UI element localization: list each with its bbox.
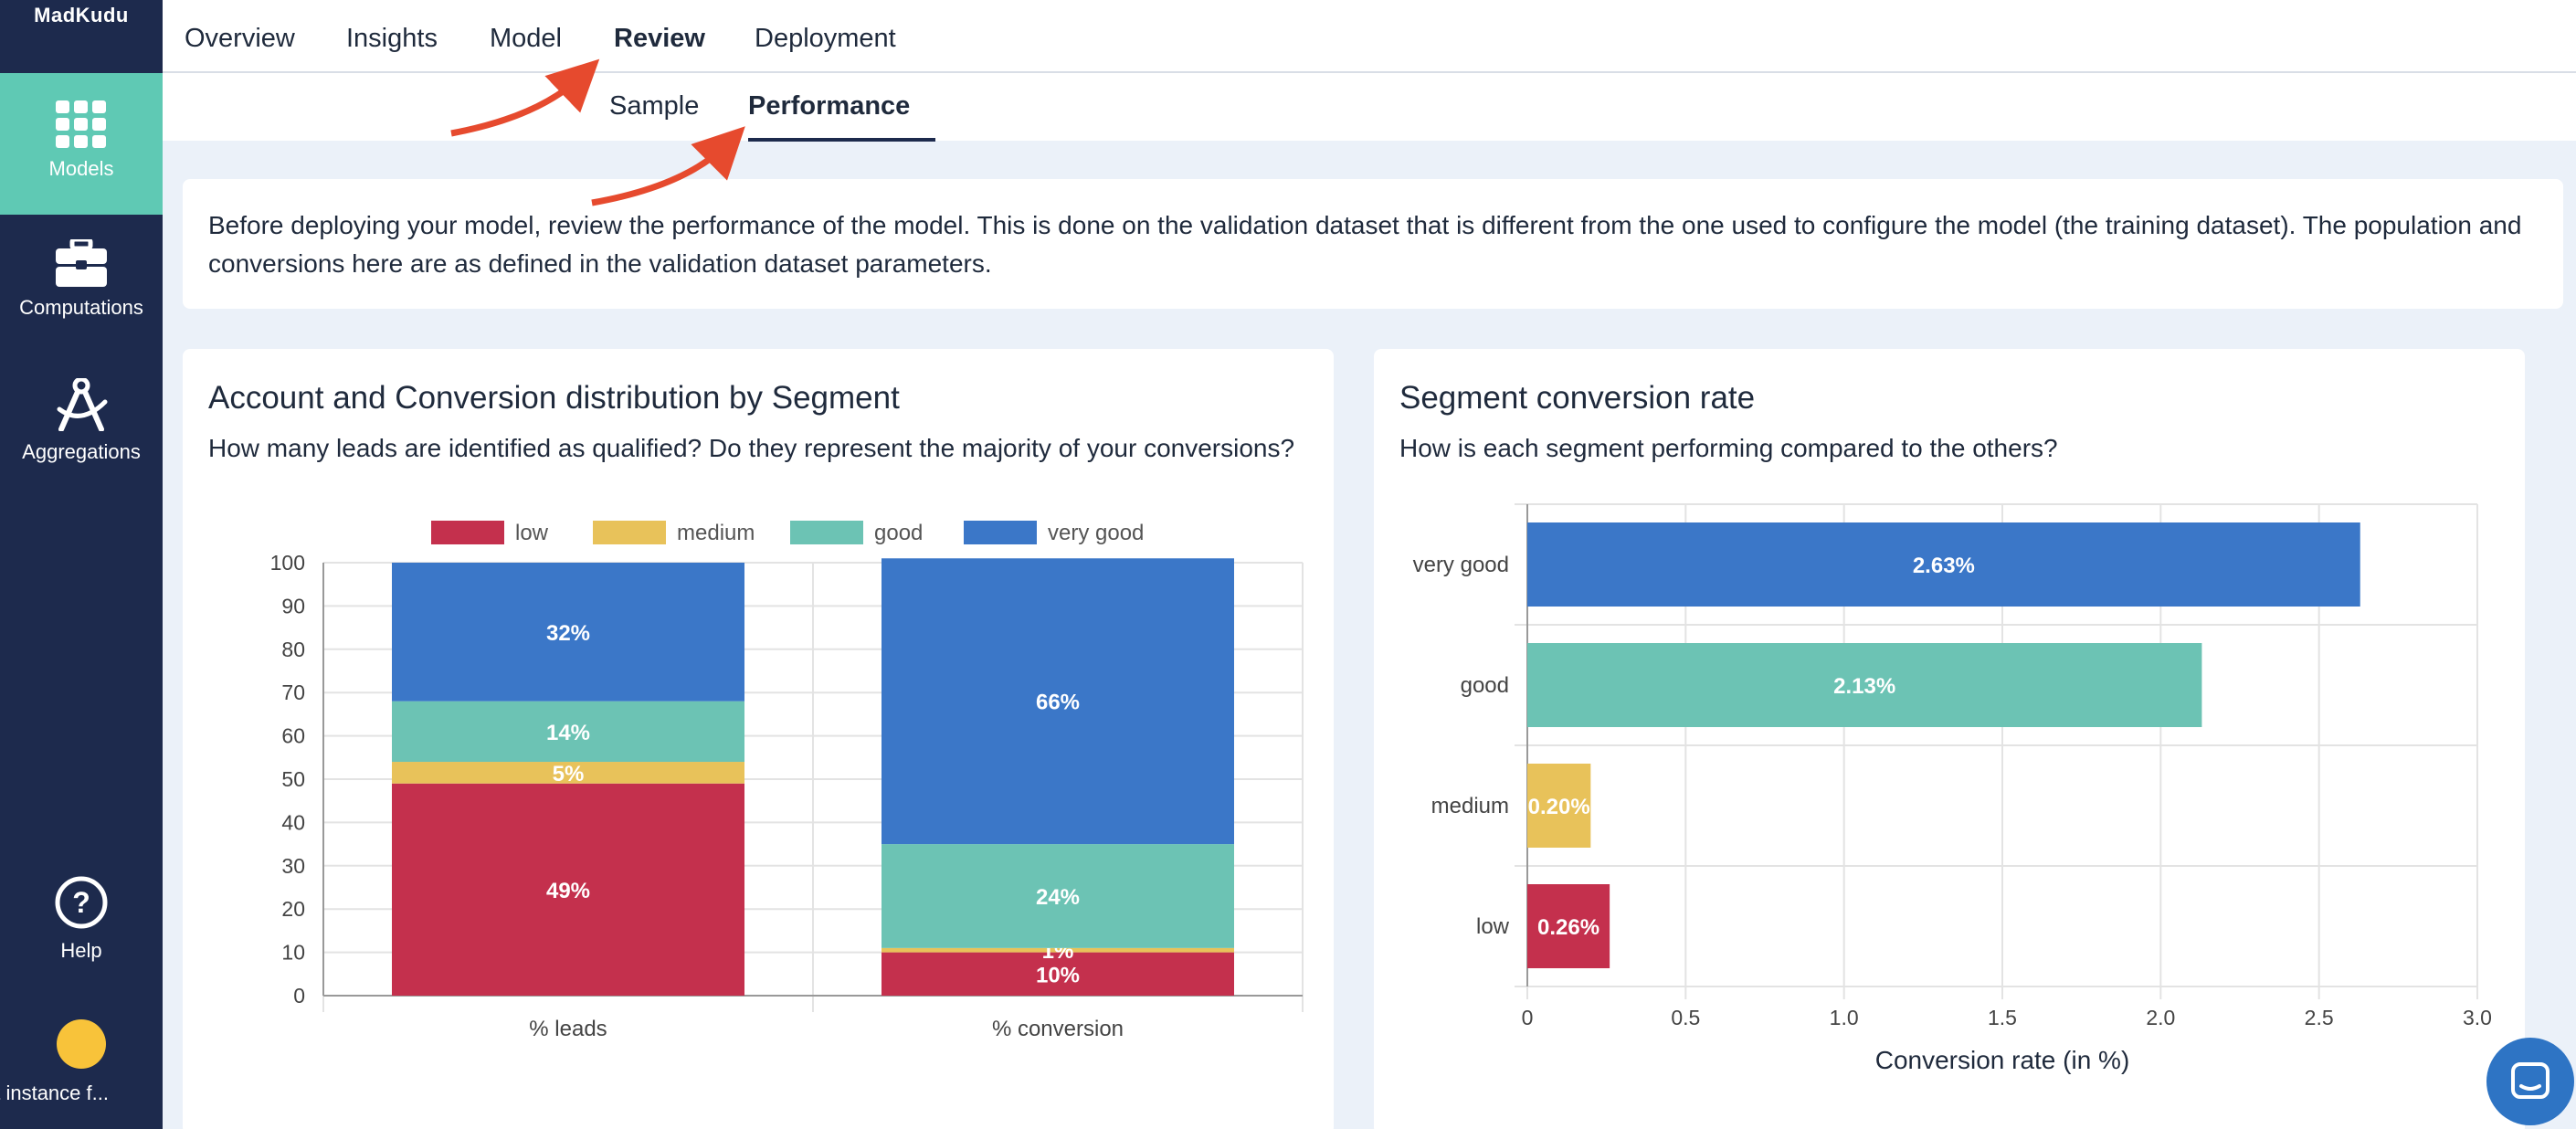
legend-item-low[interactable]: low: [431, 521, 549, 545]
chat-icon: [2511, 1062, 2550, 1099]
x-tick-label: % conversion: [992, 1017, 1124, 1041]
legend-item-very-good[interactable]: very good: [964, 521, 1144, 545]
toolbox-icon: [56, 239, 107, 287]
x-tick-label: 3.0: [2463, 1006, 2492, 1029]
card-subtitle: How many leads are identified as qualifi…: [208, 434, 1295, 462]
y-tick-label: 60: [281, 724, 305, 748]
conversion-rate-card: Segment conversion rate How is each segm…: [1374, 349, 2525, 1129]
bar-low[interactable]: [1527, 884, 1610, 968]
brand-logo: MadKudu: [34, 4, 129, 26]
data-label: 10%: [1036, 963, 1080, 987]
sidebar-item-computations[interactable]: Computations: [0, 239, 163, 331]
sidebar-item-aggregations[interactable]: Aggregations: [0, 378, 163, 470]
tab-deployment[interactable]: Deployment: [755, 24, 896, 53]
y-tick-label: good: [1461, 673, 1509, 698]
legend-swatch: [593, 521, 666, 544]
y-tick-label: very good: [1413, 553, 1509, 577]
card-title: Segment conversion rate: [1399, 380, 1756, 416]
data-label: 2.63%: [1913, 554, 1975, 578]
bar-segment-good[interactable]: [392, 701, 744, 763]
grid-icon: [56, 100, 106, 148]
bar-very-good[interactable]: [1527, 522, 2360, 607]
subtab-performance[interactable]: Performance: [748, 91, 936, 142]
x-tick-label: 0.5: [1671, 1006, 1700, 1029]
y-tick-label: 100: [270, 551, 305, 575]
legend-item-good[interactable]: good: [790, 521, 923, 545]
subtab-sample[interactable]: Sample: [609, 91, 700, 121]
y-tick-label: 0: [293, 984, 305, 1008]
sidebar: MadKudu Models Computations Aggregations: [0, 0, 163, 1129]
help-icon: ?: [55, 876, 108, 929]
sidebar-item-label: Models: [48, 157, 114, 180]
instance-switcher[interactable]: Test instance f...: [0, 1019, 163, 1129]
tab-model[interactable]: Model: [490, 24, 562, 53]
tab-review[interactable]: Review: [614, 24, 705, 53]
stacked-bar-chart: low medium good very good 0 10 20 30 40 50 60 70 80 9…: [270, 521, 1304, 1041]
bar-segment-low[interactable]: [882, 952, 1234, 996]
y-tick-label: 90: [281, 594, 305, 617]
main-tabs: Overview Insights Model Review Deploymen…: [163, 0, 2576, 73]
sidebar-item-label: Help: [60, 939, 102, 962]
bar-medium[interactable]: [1527, 764, 1591, 848]
y-tick-label: medium: [1431, 794, 1509, 818]
distribution-card: Account and Conversion distribution by S…: [183, 349, 1334, 1129]
legend-swatch: [790, 521, 863, 544]
x-tick-label: 0: [1522, 1006, 1534, 1029]
y-tick-label: low: [1476, 914, 1510, 939]
sidebar-item-label: Computations: [19, 296, 143, 319]
data-label: 0.26%: [1537, 915, 1599, 940]
chat-launcher-button[interactable]: [2486, 1038, 2574, 1125]
intro-text: Before deploying your model, review the …: [208, 211, 2522, 278]
card-title: Account and Conversion distribution by S…: [208, 380, 900, 416]
bar-segment-medium[interactable]: [392, 762, 744, 784]
legend-swatch: [431, 521, 504, 544]
sidebar-item-help[interactable]: ? Help: [0, 875, 163, 966]
x-tick-label: 2.5: [2305, 1006, 2334, 1029]
data-label: 5%: [553, 762, 585, 786]
data-label: 24%: [1036, 885, 1080, 910]
sidebar-item-label: Aggregations: [22, 440, 141, 463]
legend-swatch: [964, 521, 1037, 544]
svg-text:?: ?: [72, 886, 90, 919]
y-tick-label: 20: [281, 897, 305, 921]
bar-segment-very-good[interactable]: [882, 558, 1234, 845]
tab-overview[interactable]: Overview: [185, 24, 295, 53]
instance-avatar: [57, 1019, 106, 1069]
y-tick-label: 50: [281, 767, 305, 791]
instance-name: Test instance f...: [0, 1082, 109, 1104]
bar-good[interactable]: [1527, 643, 2202, 727]
data-label: 32%: [546, 621, 590, 646]
data-label: 14%: [546, 721, 590, 745]
x-axis-title: Conversion rate (in %): [1875, 1046, 2130, 1074]
sub-tabs: Sample Performance: [163, 73, 2576, 142]
bar-segment-low[interactable]: [392, 783, 744, 996]
data-label: 2.13%: [1833, 674, 1895, 699]
sidebar-item-models[interactable]: Models: [0, 73, 163, 215]
legend-label: very good: [1048, 521, 1144, 545]
data-label: 66%: [1036, 691, 1080, 715]
bar-segment-good[interactable]: [882, 844, 1234, 948]
compass-icon: [57, 378, 108, 431]
data-label: 0.20%: [1528, 795, 1590, 819]
bar-segment-medium[interactable]: [882, 947, 1234, 953]
x-tick-label: 2.0: [2146, 1006, 2175, 1029]
x-tick-label: % leads: [529, 1017, 607, 1041]
legend-item-medium[interactable]: medium: [593, 521, 755, 545]
y-tick-label: 40: [281, 810, 305, 834]
y-tick-label: 30: [281, 854, 305, 878]
intro-card: Before deploying your model, review the …: [183, 179, 2563, 309]
x-tick-label: 1.5: [1988, 1006, 2017, 1029]
horizontal-bar-chart: 0 0.5 1.0 1.5 2.0 2.5 3.0 2.63% very good 2.13% go…: [1413, 503, 2492, 1074]
data-label: 49%: [546, 879, 590, 903]
tab-insights[interactable]: Insights: [346, 24, 438, 53]
x-tick-label: 1.0: [1830, 1006, 1859, 1029]
legend-label: good: [874, 521, 923, 545]
legend-label: low: [515, 521, 549, 545]
card-subtitle: How is each segment performing compared …: [1399, 434, 2058, 462]
legend-label: medium: [677, 521, 755, 545]
bar-segment-very-good[interactable]: [392, 563, 744, 702]
y-tick-label: 80: [281, 638, 305, 661]
y-tick-label: 70: [281, 681, 305, 704]
y-tick-label: 10: [281, 941, 305, 965]
